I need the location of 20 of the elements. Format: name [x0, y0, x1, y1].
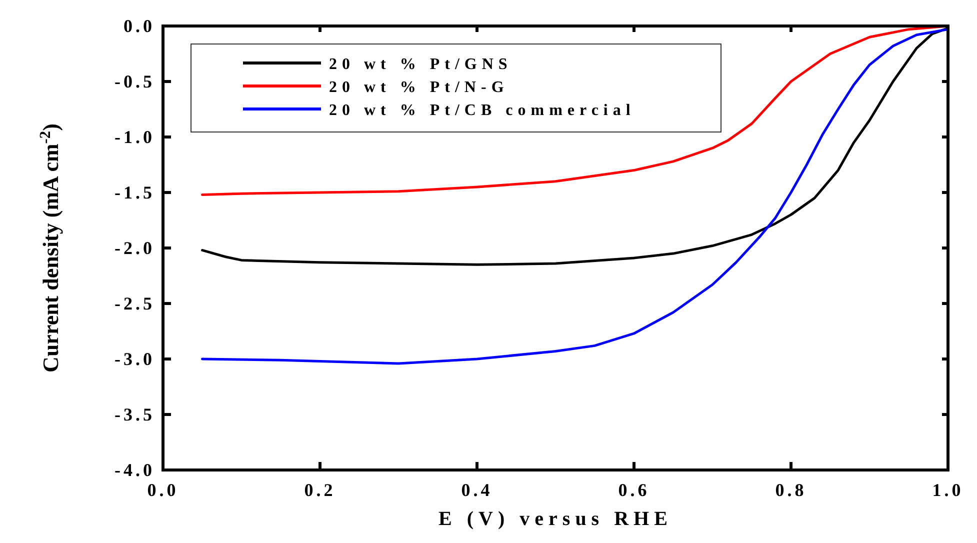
x-tick-label: 1.0 — [932, 480, 964, 500]
x-tick-label: 0.8 — [775, 480, 807, 500]
legend-label: 20 wt % Pt/N-G — [329, 79, 509, 96]
y-tick-label: -3.0 — [114, 349, 155, 369]
y-tick-label: -2.5 — [114, 294, 155, 314]
y-tick-label: -3.5 — [114, 404, 155, 424]
x-axis-title: E (V) versus RHE — [438, 508, 672, 530]
x-tick-label: 0.6 — [618, 480, 650, 500]
legend-label: 20 wt % Pt/CB commercial — [329, 102, 636, 119]
x-tick-label: 0.0 — [147, 480, 179, 500]
x-tick-label: 0.2 — [304, 480, 336, 500]
y-tick-label: -0.5 — [114, 72, 155, 92]
line-series — [201, 28, 950, 365]
x-tick-label: 0.4 — [461, 480, 493, 500]
y-tick-label: -2.0 — [114, 238, 155, 258]
legend-label: 20 wt % Pt/GNS — [329, 56, 512, 73]
y-tick-label: -4.0 — [114, 460, 155, 480]
y-tick-label: -1.5 — [114, 182, 155, 202]
y-tick-label: -1.0 — [114, 127, 155, 147]
y-tick-label: 0.0 — [124, 16, 155, 36]
